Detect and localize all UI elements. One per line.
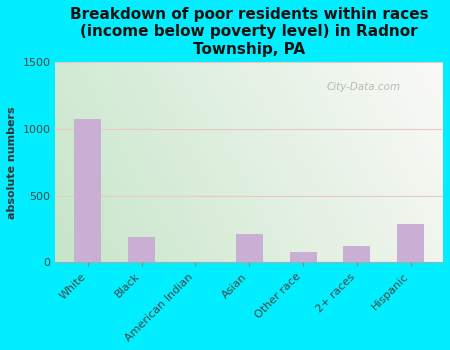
Bar: [128, 237, 155, 262]
Bar: [74, 119, 101, 262]
Bar: [343, 246, 370, 262]
Bar: [397, 224, 424, 262]
Bar: [236, 234, 263, 262]
Title: Breakdown of poor residents within races
(income below poverty level) in Radnor
: Breakdown of poor residents within races…: [70, 7, 428, 57]
Text: City-Data.com: City-Data.com: [327, 82, 401, 92]
Bar: [290, 252, 316, 262]
Y-axis label: absolute numbers: absolute numbers: [7, 106, 17, 218]
